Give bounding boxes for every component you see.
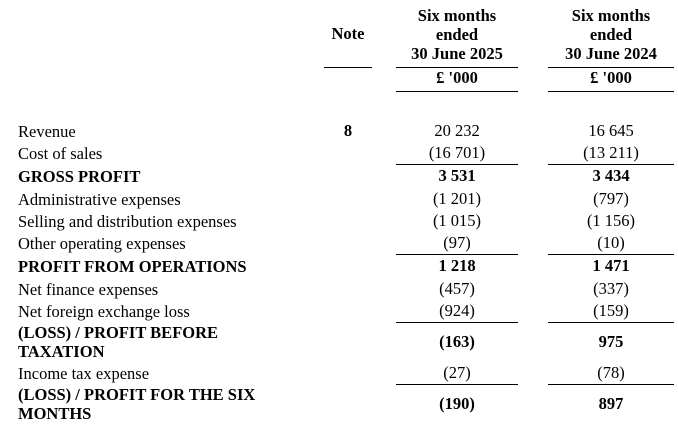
value-2024: (797) — [593, 189, 629, 208]
row-note — [324, 254, 372, 278]
row-label: Net finance expenses — [18, 279, 159, 299]
row-label: Income tax expense — [18, 363, 150, 383]
header-empty-cell — [0, 0, 322, 68]
table-row: PROFIT FROM OPERATIONS 1 218 1 471 — [0, 254, 678, 278]
row-note — [324, 142, 372, 164]
note-column-header: Note — [322, 0, 378, 68]
row-label: GROSS PROFIT — [18, 166, 141, 186]
period-2024-header: Six months ended 30 June 2024 — [530, 0, 678, 68]
header-row: Note Six months ended 30 June 2025 Six m… — [0, 0, 678, 68]
unit-2024-label: £ '000 — [548, 68, 674, 92]
value-2025: (1 201) — [432, 189, 482, 208]
row-note — [324, 232, 372, 254]
row-note: 8 — [343, 121, 353, 140]
row-label: (LOSS) / PROFIT FOR THE SIX MONTHS — [18, 385, 256, 423]
value-2024: (1 156) — [586, 211, 636, 230]
value-2024: (159) — [548, 300, 674, 323]
row-label: Administrative expenses — [18, 189, 181, 209]
spacer-row — [0, 92, 678, 120]
value-2025: (924) — [396, 300, 518, 323]
value-2024: 897 — [548, 384, 674, 424]
period-2024-label: Six months ended 30 June 2024 — [548, 0, 674, 68]
row-label: Selling and distribution expenses — [18, 211, 237, 231]
table-row: Selling and distribution expenses (1 015)… — [0, 210, 678, 232]
value-2024: 16 645 — [588, 121, 634, 140]
value-2025: (163) — [439, 332, 475, 351]
table-row: Revenue 8 20 232 16 645 — [0, 120, 678, 142]
value-2024: (10) — [548, 232, 674, 255]
table-row: Net foreign exchange loss (924) (159) — [0, 300, 678, 323]
table-row: Cost of sales (16 701) (13 211) — [0, 142, 678, 165]
table-row: Other operating expenses (97) (10) — [0, 232, 678, 255]
table-row: Net finance expenses (457) (337) — [0, 278, 678, 300]
value-2025: 3 531 — [438, 166, 476, 185]
row-note — [324, 164, 372, 188]
value-2024: (337) — [593, 279, 629, 298]
row-label: Net foreign exchange loss — [18, 301, 190, 321]
period-2025-label: Six months ended 30 June 2025 — [396, 0, 518, 68]
row-note — [324, 362, 372, 384]
row-note — [324, 210, 372, 232]
value-2025: (1 015) — [432, 211, 482, 230]
row-label: (LOSS) / PROFIT BEFORE TAXATION — [18, 323, 219, 361]
row-label: Cost of sales — [18, 143, 103, 163]
value-2025: (16 701) — [396, 142, 518, 165]
table-row: (LOSS) / PROFIT BEFORE TAXATION (163) 975 — [0, 322, 678, 362]
row-note — [324, 322, 372, 362]
row-label: Other operating expenses — [18, 233, 186, 253]
value-2024: (78) — [548, 362, 674, 385]
period-2025-header: Six months ended 30 June 2025 — [378, 0, 530, 68]
note-header-label: Note — [324, 0, 372, 68]
unit-2025-cell: £ '000 — [378, 68, 530, 92]
table-row: GROSS PROFIT 3 531 3 434 — [0, 164, 678, 188]
value-2024: 975 — [598, 332, 624, 351]
value-2024: 1 471 — [592, 256, 630, 275]
row-note — [324, 384, 372, 424]
table-row: Administrative expenses (1 201) (797) — [0, 188, 678, 210]
row-label: Revenue — [18, 121, 76, 141]
row-note — [324, 278, 372, 300]
unit-2024-cell: £ '000 — [530, 68, 678, 92]
row-note — [324, 300, 372, 322]
value-2025: 1 218 — [438, 256, 476, 275]
value-2025: (457) — [439, 279, 475, 298]
table-row: (LOSS) / PROFIT FOR THE SIX MONTHS (190) 8… — [0, 384, 678, 424]
value-2024: (13 211) — [548, 142, 674, 165]
value-2025: (190) — [396, 384, 518, 424]
table-row: Income tax expense (27) (78) — [0, 362, 678, 385]
currency-unit-row: £ '000 £ '000 — [0, 68, 678, 92]
row-label: PROFIT FROM OPERATIONS — [18, 256, 247, 276]
value-2024: 3 434 — [592, 166, 630, 185]
row-note — [324, 188, 372, 210]
value-2025: 20 232 — [434, 121, 480, 140]
value-2025: (97) — [396, 232, 518, 255]
unit-2025-label: £ '000 — [396, 68, 518, 92]
value-2025: (27) — [396, 362, 518, 385]
